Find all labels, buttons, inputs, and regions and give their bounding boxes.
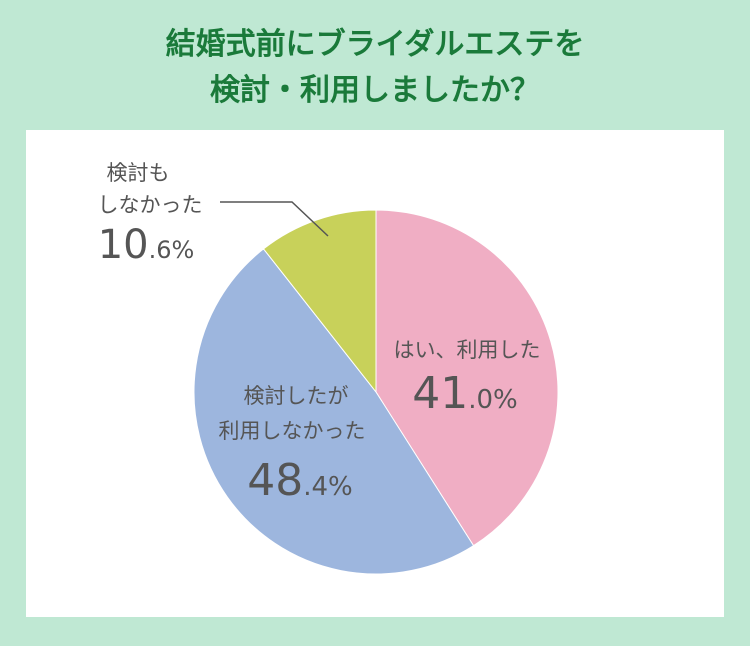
chart-title: 結婚式前にブライダルエステを 検討・利用しましたか？ bbox=[0, 22, 750, 114]
slice-label-1: 検討したが 利用しなかった 48.4% bbox=[219, 384, 366, 506]
slice-label-0-percent: 41.0% bbox=[412, 368, 518, 419]
slice-label-2-percent: 10.6% bbox=[98, 222, 195, 268]
slice-label-2-name-line2: しなかった bbox=[98, 193, 203, 217]
chart-title-line2: 検討・利用しましたか？ bbox=[210, 73, 540, 108]
slice-label-2: 検討も しなかった 10.6% bbox=[98, 161, 329, 268]
chart-title-line1: 結婚式前にブライダルエステを bbox=[165, 27, 585, 62]
slice-label-1-name-line2: 利用しなかった bbox=[219, 419, 366, 443]
pie-slice-0 bbox=[375, 209, 559, 547]
slice-label-2-leader-line bbox=[220, 201, 329, 237]
slice-label-0: はい、利用した 41.0% bbox=[394, 338, 541, 419]
pie-slice-1 bbox=[193, 248, 475, 575]
slice-label-0-name: はい、利用した bbox=[394, 338, 541, 362]
slice-label-1-name-line1: 検討したが bbox=[244, 384, 349, 408]
slice-label-2-name-line1: 検討も bbox=[107, 161, 170, 185]
slice-label-1-percent: 48.4% bbox=[247, 455, 353, 506]
pie-slice-2 bbox=[262, 209, 377, 394]
